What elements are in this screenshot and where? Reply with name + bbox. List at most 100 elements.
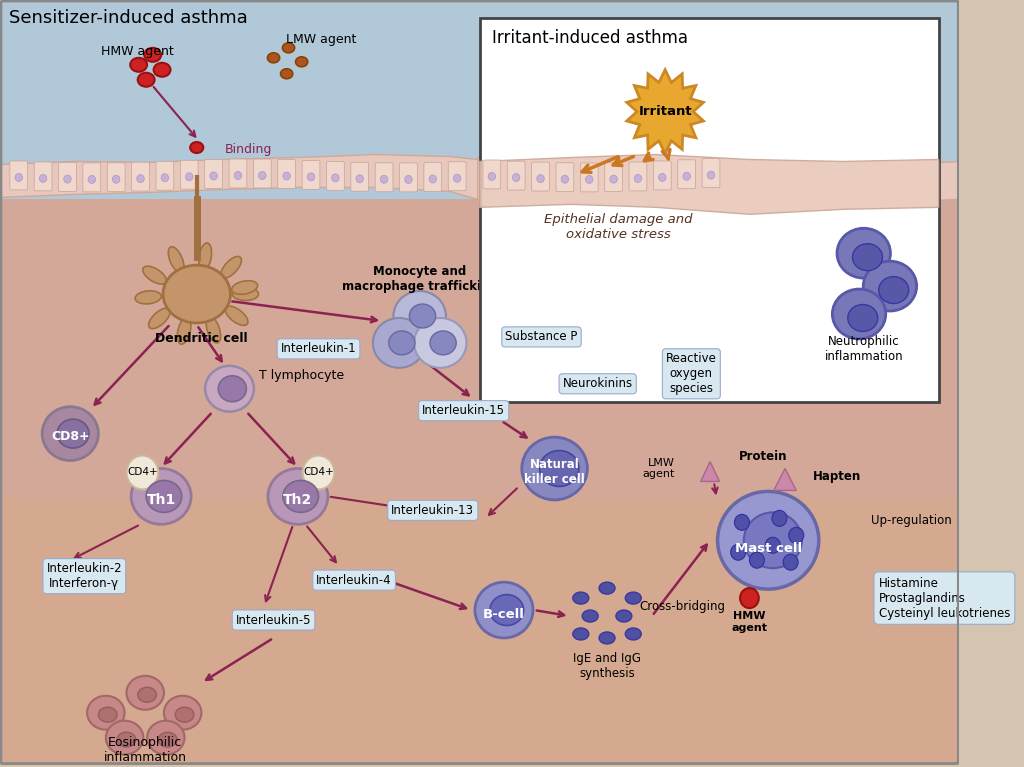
Text: Mast cell: Mast cell: [734, 542, 802, 555]
Polygon shape: [0, 199, 959, 765]
Circle shape: [380, 176, 388, 183]
Ellipse shape: [572, 592, 589, 604]
FancyBboxPatch shape: [156, 161, 174, 190]
Circle shape: [210, 172, 217, 180]
Circle shape: [404, 176, 413, 183]
Text: HMW
agent: HMW agent: [731, 611, 767, 633]
Text: HMW agent: HMW agent: [101, 45, 174, 58]
Circle shape: [716, 179, 723, 187]
FancyBboxPatch shape: [132, 162, 150, 191]
Text: CD8+: CD8+: [51, 430, 89, 443]
FancyBboxPatch shape: [808, 161, 825, 189]
Text: CD4+: CD4+: [303, 467, 334, 478]
Circle shape: [610, 175, 617, 183]
FancyBboxPatch shape: [302, 160, 319, 189]
Circle shape: [838, 172, 845, 180]
Ellipse shape: [583, 610, 598, 622]
Circle shape: [634, 174, 642, 183]
Circle shape: [594, 179, 601, 187]
Text: LMW
agent: LMW agent: [642, 458, 675, 479]
Ellipse shape: [146, 480, 181, 512]
Text: CD4+: CD4+: [127, 467, 158, 478]
Polygon shape: [0, 154, 478, 199]
Text: Interleukin-15: Interleukin-15: [422, 404, 505, 417]
FancyBboxPatch shape: [278, 160, 296, 189]
Text: Interleukin-1: Interleukin-1: [281, 342, 356, 355]
Text: Eosinophilic
inflammation: Eosinophilic inflammation: [103, 736, 186, 764]
FancyBboxPatch shape: [581, 163, 598, 192]
Ellipse shape: [833, 289, 886, 339]
Circle shape: [488, 173, 496, 180]
Circle shape: [127, 456, 159, 489]
FancyBboxPatch shape: [783, 162, 802, 191]
Circle shape: [772, 510, 786, 526]
Text: Interleukin-5: Interleukin-5: [236, 614, 311, 627]
Ellipse shape: [105, 721, 143, 755]
Ellipse shape: [848, 304, 878, 331]
Ellipse shape: [475, 582, 534, 638]
Text: Th2: Th2: [284, 493, 312, 508]
Ellipse shape: [147, 721, 184, 755]
FancyBboxPatch shape: [516, 163, 534, 192]
Ellipse shape: [863, 261, 916, 311]
FancyBboxPatch shape: [759, 163, 777, 193]
Circle shape: [643, 180, 650, 189]
Ellipse shape: [837, 229, 891, 278]
Ellipse shape: [283, 43, 295, 53]
Ellipse shape: [599, 582, 615, 594]
FancyBboxPatch shape: [108, 163, 125, 192]
Text: Epithelial damage and
oxidative stress: Epithelial damage and oxidative stress: [544, 213, 692, 242]
Polygon shape: [0, 499, 959, 765]
Ellipse shape: [540, 450, 579, 486]
Circle shape: [813, 173, 820, 181]
Circle shape: [454, 174, 461, 183]
Text: Neutrophilic
inflammation: Neutrophilic inflammation: [824, 335, 903, 363]
Ellipse shape: [135, 291, 161, 304]
Ellipse shape: [522, 437, 588, 500]
FancyBboxPatch shape: [253, 159, 271, 188]
Ellipse shape: [87, 696, 125, 729]
Circle shape: [683, 173, 690, 180]
Circle shape: [658, 173, 666, 182]
Text: Dendritic cell: Dendritic cell: [155, 332, 248, 345]
Ellipse shape: [389, 331, 415, 355]
Circle shape: [88, 176, 95, 183]
Circle shape: [783, 555, 798, 570]
Circle shape: [734, 515, 750, 530]
Circle shape: [185, 173, 193, 181]
Text: Reactive
oxygen
species: Reactive oxygen species: [666, 352, 717, 395]
Text: Interleukin-4: Interleukin-4: [316, 574, 392, 587]
Circle shape: [750, 552, 765, 568]
FancyBboxPatch shape: [180, 160, 198, 189]
Text: Cross-bridging: Cross-bridging: [639, 600, 725, 613]
Circle shape: [113, 175, 120, 183]
FancyBboxPatch shape: [531, 162, 550, 191]
Circle shape: [39, 174, 47, 183]
FancyBboxPatch shape: [678, 160, 695, 189]
FancyBboxPatch shape: [589, 167, 606, 196]
Ellipse shape: [296, 57, 308, 67]
Circle shape: [537, 175, 545, 183]
Ellipse shape: [626, 628, 641, 640]
Text: B-cell: B-cell: [483, 607, 525, 621]
Ellipse shape: [148, 308, 170, 328]
Text: Neurokinins: Neurokinins: [562, 377, 633, 390]
Ellipse shape: [393, 291, 445, 341]
Polygon shape: [0, 0, 959, 219]
Text: Sensitizer-induced asthma: Sensitizer-induced asthma: [9, 9, 248, 27]
Ellipse shape: [163, 265, 230, 323]
Circle shape: [307, 173, 314, 181]
Ellipse shape: [57, 419, 89, 448]
Ellipse shape: [142, 266, 166, 284]
Text: Binding: Binding: [225, 143, 272, 156]
Circle shape: [731, 545, 745, 560]
Ellipse shape: [127, 676, 164, 709]
FancyBboxPatch shape: [702, 159, 720, 188]
Ellipse shape: [410, 304, 435, 328]
Text: Natural
killer cell: Natural killer cell: [524, 459, 585, 486]
Polygon shape: [479, 154, 939, 214]
Circle shape: [63, 175, 72, 183]
FancyBboxPatch shape: [83, 163, 100, 192]
FancyBboxPatch shape: [327, 161, 344, 190]
Text: Interleukin-13: Interleukin-13: [391, 504, 474, 517]
